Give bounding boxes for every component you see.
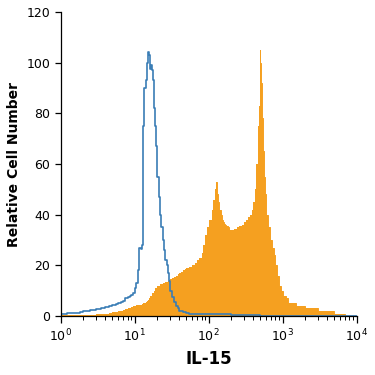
- Y-axis label: Relative Cell Number: Relative Cell Number: [7, 81, 21, 246]
- X-axis label: IL-15: IL-15: [185, 350, 232, 368]
